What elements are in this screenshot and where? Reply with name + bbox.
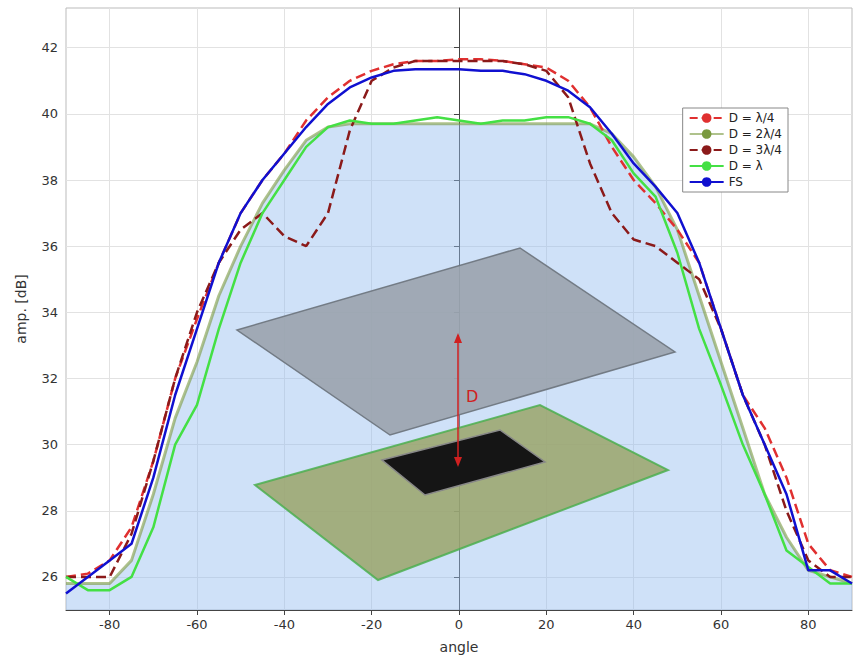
svg-text:angle: angle [440, 639, 479, 655]
svg-text:30: 30 [41, 437, 58, 452]
svg-text:D = λ/4: D = λ/4 [729, 111, 775, 125]
svg-text:D: D [466, 387, 478, 406]
svg-text:32: 32 [41, 371, 58, 386]
svg-text:-40: -40 [274, 617, 295, 632]
svg-text:D = 3λ/4: D = 3λ/4 [729, 143, 782, 157]
svg-text:34: 34 [41, 305, 58, 320]
svg-text:D = 2λ/4: D = 2λ/4 [729, 127, 782, 141]
svg-text:amp. [dB]: amp. [dB] [13, 274, 29, 343]
svg-text:-60: -60 [186, 617, 207, 632]
svg-text:-20: -20 [361, 617, 382, 632]
svg-text:42: 42 [41, 40, 58, 55]
svg-text:20: 20 [538, 617, 555, 632]
svg-text:28: 28 [41, 503, 58, 518]
svg-text:40: 40 [41, 106, 58, 121]
svg-text:40: 40 [625, 617, 642, 632]
svg-text:26: 26 [41, 569, 58, 584]
svg-text:FS: FS [729, 175, 743, 189]
svg-text:36: 36 [41, 239, 58, 254]
svg-text:0: 0 [455, 617, 463, 632]
svg-text:38: 38 [41, 173, 58, 188]
svg-text:D = λ: D = λ [729, 159, 763, 173]
svg-text:-80: -80 [99, 617, 120, 632]
svg-text:80: 80 [800, 617, 817, 632]
svg-text:60: 60 [713, 617, 730, 632]
